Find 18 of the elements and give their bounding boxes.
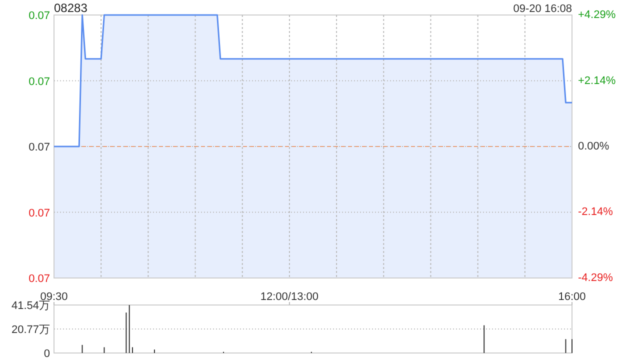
chart-title: 08283	[54, 1, 88, 15]
y-tick-label: 20.77万	[11, 324, 50, 336]
y-tick-label: 0.07	[28, 10, 50, 22]
y-tick-label: 0.07	[28, 142, 50, 154]
x-tick-label: 12:00/13:00	[260, 291, 319, 303]
line-series	[53, 14, 573, 148]
annotation: 09-20 16:08	[513, 3, 572, 15]
y-tick-label: 0.07	[28, 76, 50, 88]
y2-tick-label: +2.14%	[578, 74, 616, 87]
y2-tick-label: -4.29%	[578, 272, 614, 284]
y-tick-label: 0.07	[28, 207, 50, 220]
y-tick-label: 0.07	[28, 273, 50, 285]
y2-tick-label: +4.29%	[578, 9, 616, 21]
y-tick-label: 0	[44, 348, 50, 360]
y2-tick-label: -2.14%	[578, 206, 614, 218]
y2-tick-label: 0.00%	[578, 140, 610, 152]
y-tick-label: 41.54万	[11, 300, 50, 312]
x-tick-label: 16:00	[558, 291, 586, 303]
